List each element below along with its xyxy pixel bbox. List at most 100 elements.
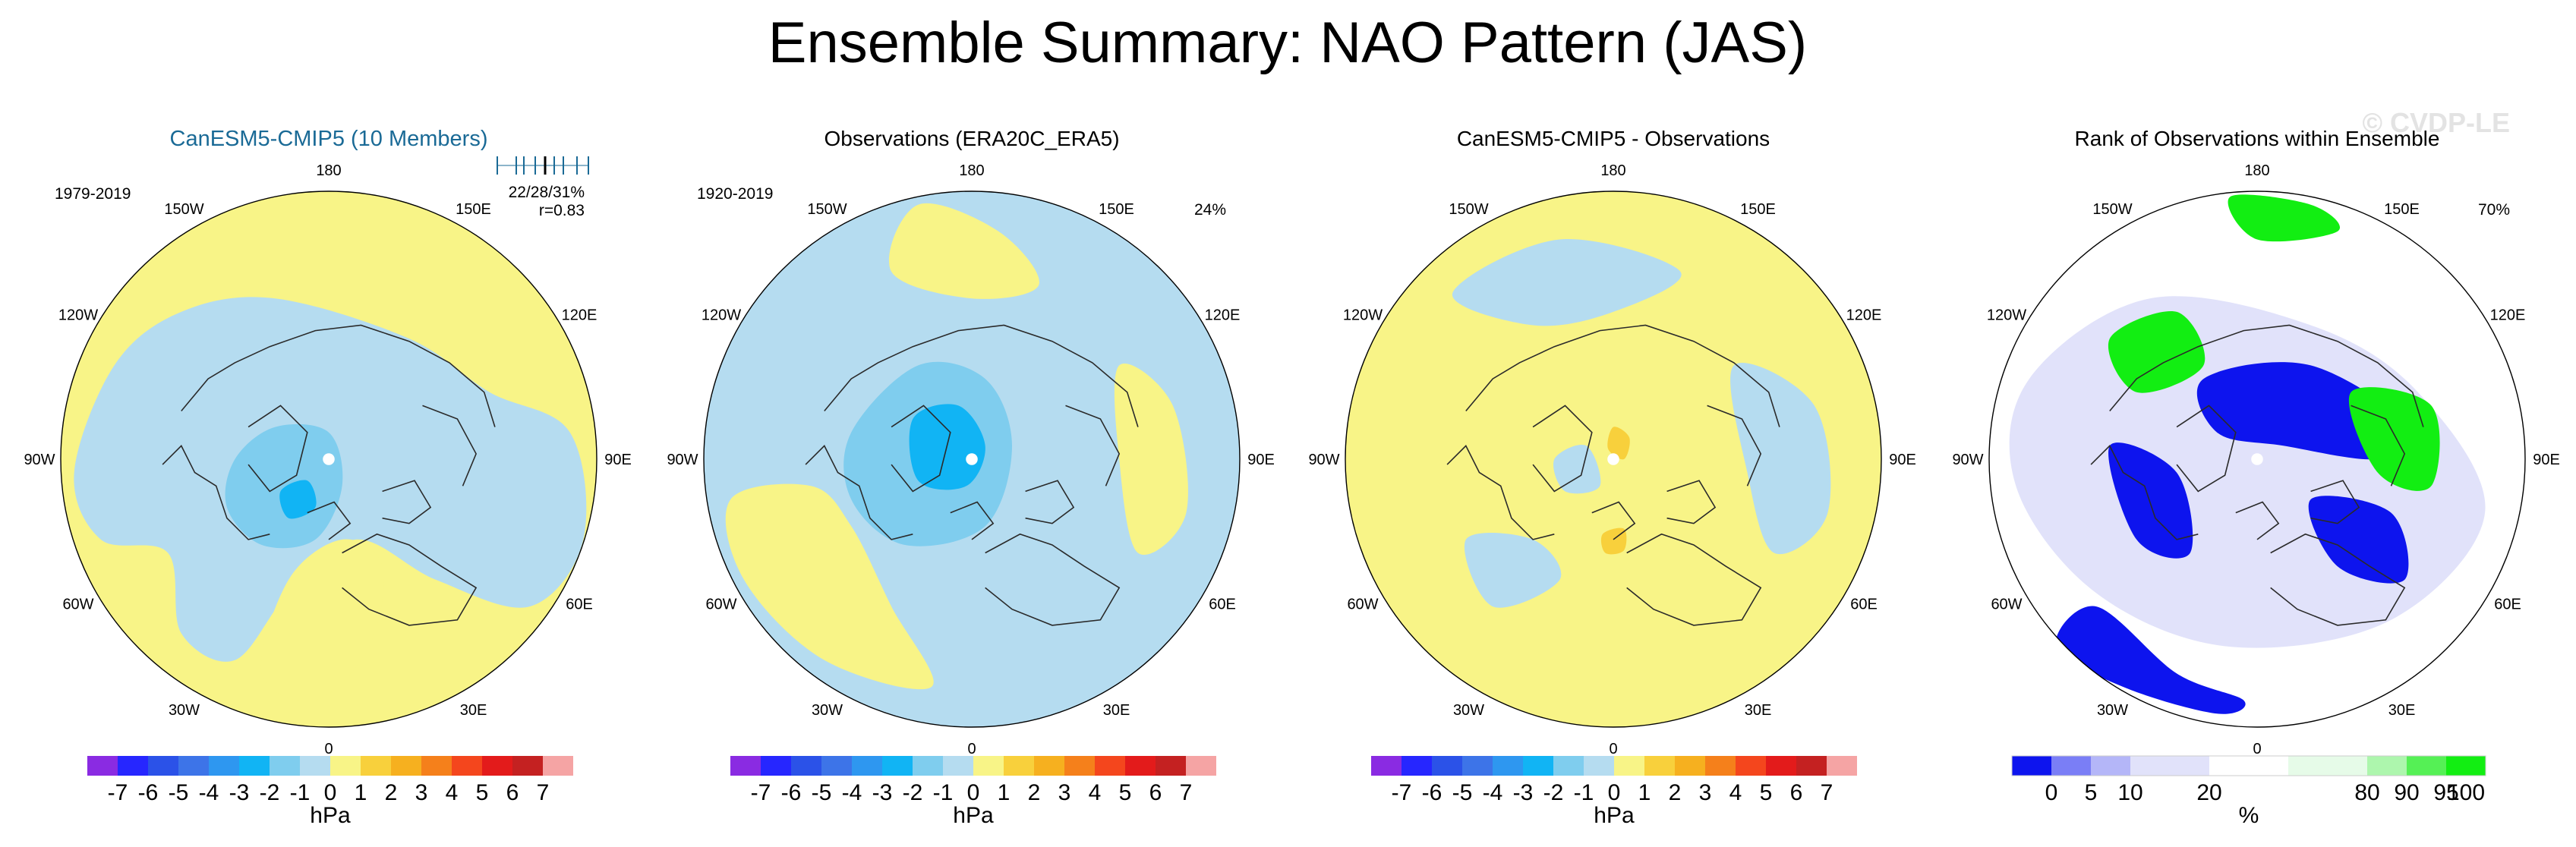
coastline [162,445,270,540]
colorbar-tick-label: 20 [2196,780,2221,805]
colorbar-tick-label: -4 [1483,780,1503,805]
colorbar-swatch [882,756,913,776]
panel-observations: Observations (ERA20C_ERA5) 1920-2019 24%… [667,127,1274,757]
field-region [1452,239,1682,326]
colorbar-tick-label: 5 [476,780,489,805]
colorbar-tick-label: -2 [903,780,923,805]
panel-ensemble-mean: CanESM5-CMIP5 (10 Members) 1979-2019 22/… [24,127,631,757]
lon-label: 120W [1343,307,1383,324]
lon-label: 30W [169,702,200,719]
colorbar-tick-label: 95 [2433,780,2458,805]
colorbar-swatch [1034,756,1064,776]
colorbar-tick-label: 80 [2354,780,2379,805]
coastline [891,405,951,493]
colorbar-tick-label: -5 [1452,780,1473,805]
colorbar-swatch [1462,756,1493,776]
field-region [2108,310,2206,393]
colorbar-tick-label: -1 [933,780,954,805]
lon-label: 0 [967,741,976,757]
lon-label: 180 [1600,162,1625,179]
colorbar-swatch [2209,756,2288,776]
lon-label: 150W [164,201,203,218]
colorbar-tick-label: 7 [537,780,550,805]
lon-label: 90W [1308,452,1339,468]
lon-label: 60W [1347,597,1378,613]
lon-label: 60E [1850,597,1878,613]
field [61,191,597,727]
colorbar-swatch [852,756,882,776]
lon-label: 120E [562,307,597,324]
coastline [2235,501,2280,540]
lon-label: 150E [2384,201,2420,218]
colorbar-tick-label: 0 [1608,780,1621,805]
colorbar-hpa: -7 -6 -5 -4 -3 -2 -1 0 1 2 3 4 5 6 7 hPa [87,756,573,828]
colorbar-tick-label: 7 [1821,780,1833,805]
rank-percent: 70% [2478,201,2510,219]
colorbar-swatch [391,756,421,776]
pole-marker [323,453,335,465]
colorbar-swatch [1736,756,1766,776]
colorbar-swatch [913,756,943,776]
colorbar-tick-label: 0 [324,780,337,805]
lon-label: 120W [58,307,98,324]
field-region [725,483,934,690]
colorbar-swatch [1827,756,1857,776]
lon-label: 90E [1247,452,1275,468]
coastline [985,533,1121,626]
coastline [1626,533,1762,626]
colorbar-swatch [330,756,361,776]
colorbar-tick-label: -3 [229,780,250,805]
colorbar-swatch [1371,756,1402,776]
colorbar-tick-label: -5 [812,780,832,805]
colorbar-tick-label: -2 [260,780,280,805]
colorbar-tick-label: 4 [1729,780,1742,805]
lon-label: 0 [324,741,333,757]
polar-map: 180 150E 120E 90E 60E 30E 0 30W 60W 90W 120W 150W [1952,162,2559,757]
colorbar-swatch [270,756,300,776]
period-label: 1979-2019 [55,185,131,203]
lon-label: 30E [1745,702,1772,719]
colorbar-tick-label: 2 [385,780,398,805]
colorbar-swatch [1064,756,1095,776]
figure-title: Ensemble Summary: NAO Pattern (JAS) [768,11,1807,75]
panel-difference: CanESM5-CMIP5 - Observations 180 150E 120E… [1308,127,1915,757]
colorbar-swatch [1523,756,1553,776]
colorbar-swatch [1675,756,1705,776]
colorbar-swatch [1125,756,1156,776]
lon-label: 120W [1987,307,2026,324]
lon-label: 60W [1991,597,2022,613]
polar-map: 180 150E 120E 90E 60E 30E 0 30W 60W 90W 120W 150W [667,162,1274,757]
colorbar-swatch [761,756,791,776]
colorbar-swatch [2130,756,2209,776]
lon-label: 150W [2092,201,2132,218]
colorbar-swatch [2367,756,2407,776]
coastline [2090,445,2199,540]
map-border [703,190,1241,728]
colorbar-unit: % [2239,803,2259,828]
coastline [1666,480,1717,524]
colorbar-tick-label: -7 [108,780,128,805]
colorbar-tick-label: -1 [1574,780,1594,805]
colorbar-swatch [2288,756,2367,776]
colorbar-tick-label: 4 [446,780,459,805]
panel-title: Rank of Observations within Ensemble [2075,127,2440,150]
colorbar-tick-label: -4 [842,780,862,805]
colorbar-swatch [512,756,543,776]
colorbar-tick-label: -7 [1392,780,1412,805]
map-border [1988,190,2526,728]
field-region [1464,532,1562,608]
polar-map: 180 150E 120E 90E 60E 30E 0 30W 60W 90W 120W 150W [24,162,631,757]
colorbar-swatch [1584,756,1614,776]
stats-line-2: r=0.83 [539,202,585,219]
colorbar-swatch [730,756,761,776]
period-label: 1920-2019 [697,185,773,203]
colorbar-tick-label: -6 [781,780,802,805]
pole-marker [2251,453,2263,465]
field-region [888,203,1039,299]
lon-label: 120W [702,307,741,324]
lon-label: 60E [566,597,593,613]
lon-label: 60W [705,597,736,613]
colorbar-swatch [1004,756,1034,776]
